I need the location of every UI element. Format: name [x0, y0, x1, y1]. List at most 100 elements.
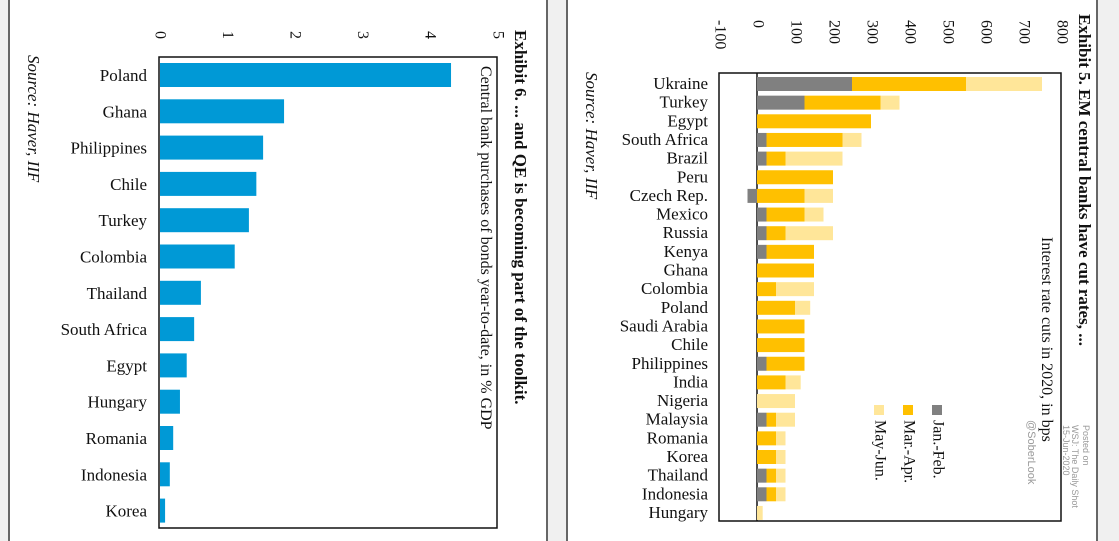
bar-segment: [766, 487, 776, 502]
x-tick-label: 0: [749, 20, 766, 28]
bar-segment: [757, 319, 805, 334]
category-label: Chile: [671, 335, 708, 354]
bar-segment: [766, 244, 814, 259]
chart-rate-cuts: -100 0 100 200 300 400 500 600 700 800 UkraineTurk…: [582, 14, 1094, 522]
bar-segment: [757, 505, 763, 520]
bar-segment: [757, 188, 805, 203]
bar: [160, 317, 195, 342]
bar-segment: [795, 300, 811, 315]
category-label: Philippines: [631, 354, 708, 373]
bar-segment: [757, 356, 767, 371]
category-label: India: [673, 372, 708, 391]
source-note: Source: Haver, IIF: [582, 72, 601, 200]
bar-segment: [776, 450, 786, 464]
category-label: Korea: [105, 502, 147, 521]
bar: [160, 63, 452, 87]
bar-segment: [785, 375, 801, 390]
bar-segment: [757, 300, 795, 315]
x-tick-label: 4: [422, 31, 439, 39]
watermark-text: Posted on: [1081, 425, 1091, 466]
category-label: Ukraine: [653, 74, 708, 93]
bar: [160, 462, 170, 487]
bar-segment: [757, 151, 767, 166]
legend-label: Mar.-Apr.: [900, 420, 917, 483]
category-label: South Africa: [61, 320, 148, 339]
watermark-text: 15-Jun-2020: [1061, 425, 1071, 476]
watermark-text: WSJ: The Daily Shot: [1070, 425, 1080, 508]
category-label: South Africa: [622, 130, 709, 149]
category-label: Russia: [663, 223, 709, 242]
legend-swatch: [932, 405, 942, 415]
bar-segment: [757, 468, 767, 483]
category-label: Czech Rep.: [630, 186, 708, 205]
category-label: Philippines: [70, 139, 147, 158]
legend-label: Jan.-Feb.: [929, 420, 946, 479]
bar-segment: [766, 151, 786, 166]
bar-segment: [757, 263, 814, 278]
category-label: Hungary: [649, 503, 709, 522]
bar-segment: [776, 412, 795, 427]
bar-segment: [757, 450, 776, 464]
x-tick-label: -100: [711, 20, 728, 49]
bar-segment: [757, 244, 767, 259]
bar-segment: [757, 170, 833, 185]
x-tick-label: 400: [901, 20, 918, 44]
chart-subtitle: Interest rate cuts in 2020, in bps: [1038, 237, 1055, 442]
x-tick-label: 300: [863, 20, 880, 44]
category-label: Poland: [100, 66, 148, 85]
bar: [160, 244, 235, 269]
legend-swatch: [874, 405, 884, 415]
bar-segment: [880, 95, 900, 110]
category-label: Poland: [661, 298, 709, 317]
category-label: Nigeria: [657, 391, 708, 410]
chart-subtitle: Central bank purchases of bonds year-to-…: [477, 66, 494, 430]
category-label: Saudi Arabia: [620, 316, 709, 335]
x-tick-label: 200: [825, 20, 842, 44]
bar-segment: [766, 207, 805, 222]
x-tick-label: 0: [151, 31, 168, 39]
category-label: Indonesia: [642, 484, 709, 503]
bar: [160, 99, 285, 124]
bar-segment: [804, 95, 881, 110]
category-label: Chile: [110, 175, 147, 194]
source-note: Source: Haver, IIF: [24, 55, 43, 183]
x-tick-label: 5: [489, 31, 506, 39]
bar: [160, 135, 264, 160]
category-label: Ghana: [103, 102, 148, 121]
x-tick-label: 600: [977, 20, 994, 44]
bar-segment: [757, 77, 852, 91]
watermark-text: @SoberLook: [1025, 420, 1037, 485]
category-label: Thailand: [648, 466, 709, 485]
category-label: Ghana: [664, 261, 709, 280]
bar: [160, 426, 174, 450]
bar-segment: [852, 77, 966, 91]
bar-segment: [757, 394, 795, 409]
category-label: Korea: [666, 447, 708, 466]
bar-segment: [785, 226, 833, 241]
bar-segment: [747, 188, 757, 203]
bar-segment: [757, 207, 767, 222]
category-label: Colombia: [80, 248, 148, 267]
bar-segment: [766, 412, 776, 427]
category-label: Egypt: [667, 111, 708, 130]
bar-segment: [757, 282, 776, 297]
category-label: Romania: [86, 429, 148, 448]
category-label: Turkey: [99, 211, 148, 230]
bar-segment: [757, 114, 871, 129]
category-label: Mexico: [656, 205, 708, 224]
chart-title: Exhibit 5. EM central banks have cut rat…: [1075, 14, 1094, 346]
bar-segment: [804, 188, 833, 203]
category-label: Brazil: [666, 149, 708, 168]
bar: [160, 389, 180, 414]
bar-segment: [757, 95, 805, 110]
bar-segment: [804, 207, 824, 222]
bar-segment: [966, 77, 1042, 91]
bar-segment: [776, 468, 786, 483]
category-label: Hungary: [88, 393, 148, 412]
bar-segment: [757, 132, 767, 147]
category-label: Thailand: [87, 284, 148, 303]
bar: [160, 280, 201, 305]
bar-segment: [776, 431, 786, 446]
bar-segment: [766, 132, 843, 147]
bar-segment: [842, 132, 862, 147]
